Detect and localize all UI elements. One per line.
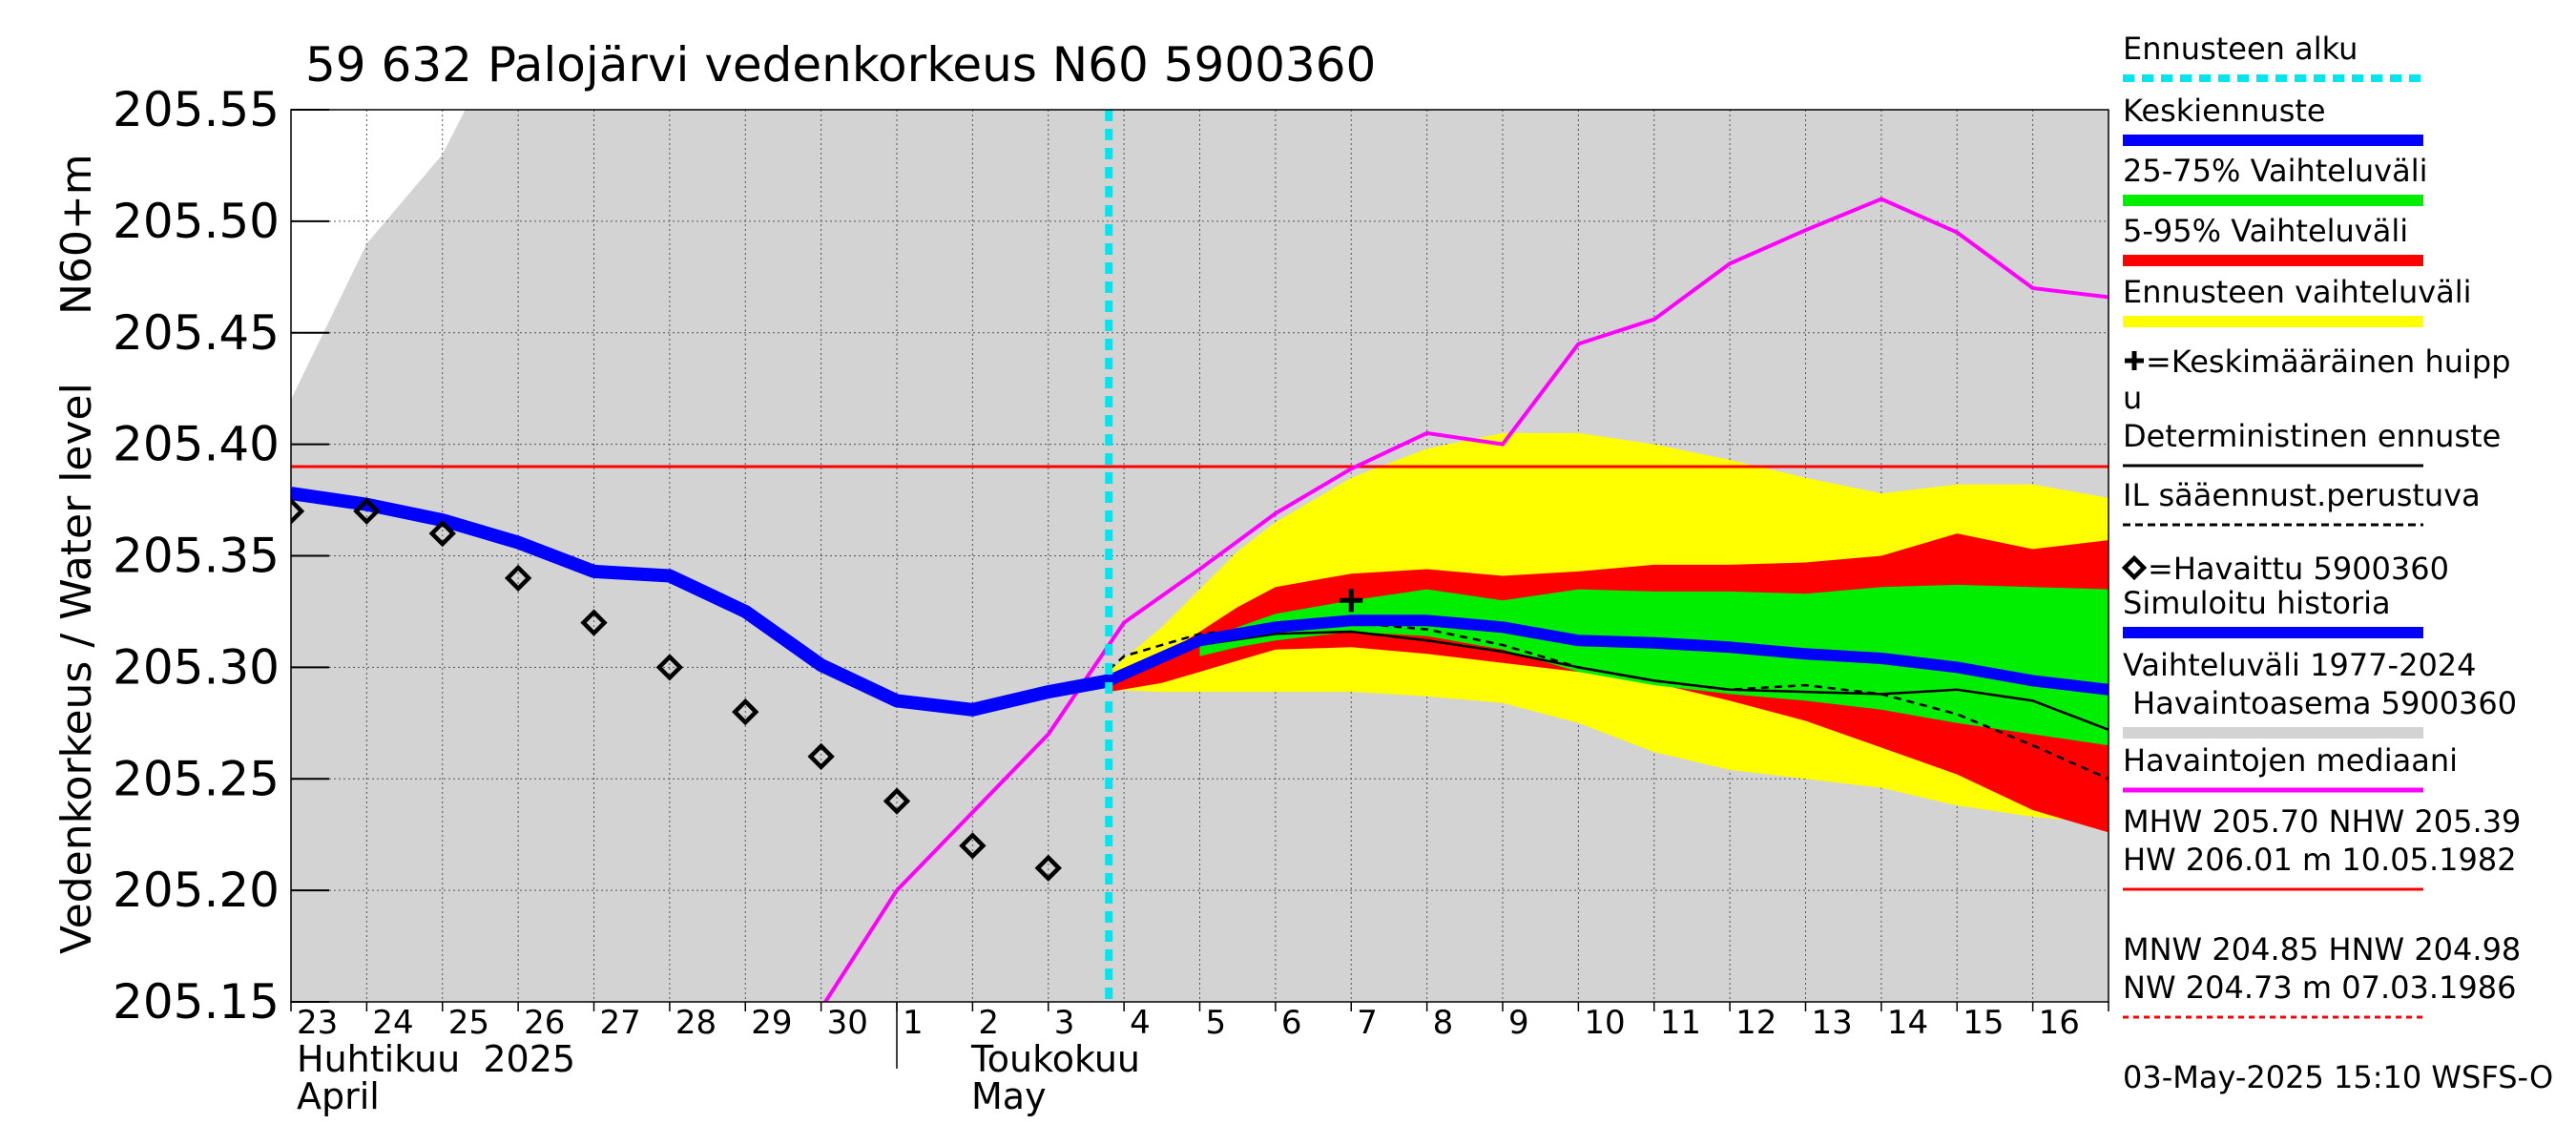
observed-point [732, 697, 759, 726]
x-tick-label: 9 [1508, 1004, 1529, 1042]
legend-label: HW 206.01 m 10.05.1982 [2123, 842, 2517, 878]
x-tick-label: 8 [1433, 1004, 1454, 1042]
x-tick-label: 26 [524, 1004, 565, 1042]
axes: 205.15 205.20 205.25 205.30 205.35 205.40 205.… [113, 82, 2109, 1117]
x-tick-label: 4 [1130, 1004, 1151, 1042]
x-tick-label: 16 [2039, 1004, 2080, 1042]
legend-label: =Havaittu 5900360 [2148, 551, 2449, 587]
legend-label: 25-75% Vaihteluväli [2123, 153, 2427, 189]
grid-lines [291, 110, 2109, 1002]
mean-peak-plus [1340, 589, 1363, 613]
y-tick-label: 205.20 [113, 863, 280, 918]
chart-title: 59 632 Palojärvi vedenkorkeus N60 590036… [305, 37, 1376, 93]
legend-label: Deterministinen ennuste [2123, 418, 2501, 454]
x-tick-label: 28 [675, 1004, 717, 1042]
observed-point [504, 564, 532, 593]
legend-item: Havaintojen mediaani [2123, 742, 2458, 793]
x-tick-label: 25 [448, 1004, 489, 1042]
x-tick-label: 7 [1357, 1004, 1378, 1042]
x-tick-label: 6 [1281, 1004, 1302, 1042]
observed-point [1034, 854, 1062, 882]
x-tick-label: 12 [1735, 1004, 1776, 1042]
deterministic-forecast-line [1108, 630, 2109, 731]
legend-label: Keskiennuste [2123, 93, 2326, 129]
month-label-en: May [971, 1075, 1047, 1117]
y-tick-label: 205.35 [113, 529, 280, 584]
legend: Ennusteen alku Keskiennuste 25-75% Vaihtel… [2121, 31, 2521, 1019]
legend-item: =Havaittu 5900360 [2121, 551, 2449, 587]
y-axis-unit-label: N60+m [52, 154, 101, 315]
x-tick-label: 2 [978, 1004, 999, 1042]
legend-item: Deterministinen ennuste [2123, 418, 2501, 468]
observed-point [291, 497, 305, 525]
legend-item: Ennusteen alku [2123, 31, 2423, 82]
x-tick-label: 23 [297, 1004, 338, 1042]
legend-label: IL sääennust.perustuva [2123, 477, 2481, 513]
y-tick-label: 205.15 [113, 974, 280, 1030]
observed-point [353, 497, 381, 525]
observed-point [807, 742, 835, 771]
legend-plus-icon [2125, 351, 2144, 370]
x-tick-label: 11 [1660, 1004, 1701, 1042]
x-tick-label: 15 [1963, 1004, 2004, 1042]
legend-item: Ennusteen vaihteluväli [2123, 274, 2472, 327]
legend-label: MNW 204.85 HNW 204.98 [2123, 931, 2521, 968]
legend-label: Havaintojen mediaani [2123, 742, 2458, 779]
x-tick-label: 5 [1206, 1004, 1227, 1042]
legend-label: NW 204.73 m 07.03.1986 [2123, 969, 2516, 1006]
legend-item: Vaihteluväli 1977-2024 Havaintoasema 590… [2123, 647, 2517, 739]
legend-item: Keskiennuste [2123, 93, 2423, 146]
observed-point [959, 832, 987, 860]
legend-label: Vaihteluväli 1977-2024 [2123, 647, 2477, 683]
legend-label: MHW 205.70 NHW 205.39 [2123, 803, 2521, 840]
legend-label: =Keskimääräinen huipp [2146, 344, 2511, 380]
observed-markers [291, 497, 1062, 882]
y-axis-label: Vedenkorkeus / Water level [52, 383, 101, 954]
month-label-en: April [297, 1075, 380, 1117]
month-label-fi: Huhtikuu 2025 [297, 1038, 575, 1080]
legend-label-line2: Havaintoasema 5900360 [2123, 685, 2517, 721]
simulated-history-line [291, 487, 1111, 717]
y-tick-label: 205.45 [113, 305, 280, 361]
legend-label: Simuloitu historia [2123, 585, 2391, 621]
legend-item: Simuloitu historia [2123, 585, 2423, 638]
legend-label-line2: u [2123, 380, 2142, 416]
x-tick-label: 24 [372, 1004, 413, 1042]
y-tick-label: 205.30 [113, 639, 280, 695]
x-tick-label: 27 [600, 1004, 641, 1042]
y-tick-label: 205.40 [113, 417, 280, 472]
legend-label: Ennusteen alku [2123, 31, 2358, 67]
observed-point [428, 519, 456, 548]
x-tick-label: 13 [1812, 1004, 1853, 1042]
legend-item: 25-75% Vaihteluväli [2123, 153, 2427, 206]
observed-point [883, 787, 911, 815]
y-tick-label: 205.25 [113, 751, 280, 806]
plot-area: 205.15 205.20 205.25 205.30 205.35 205.40 205.… [113, 82, 2109, 1117]
x-tick-label: 3 [1054, 1004, 1075, 1042]
observed-point [655, 654, 684, 681]
footer-timestamp: 03-May-2025 15:10 WSFS-O [2123, 1059, 2553, 1095]
legend-item: IL sääennust.perustuva [2123, 477, 2481, 527]
month-label-fi: Toukokuu [970, 1038, 1140, 1080]
mean-forecast-line [1106, 614, 2109, 696]
observed-median-line [822, 197, 2109, 1002]
x-tick-label: 30 [827, 1004, 868, 1042]
mean-peak-marker [1340, 589, 1363, 613]
legend-item: 5-95% Vaihteluväli [2123, 213, 2423, 266]
x-tick-label: 14 [1887, 1004, 1928, 1042]
legend-label: Ennusteen vaihteluväli [2123, 274, 2472, 310]
legend-diamond-icon [2121, 554, 2148, 581]
y-tick-label: 205.55 [113, 82, 280, 137]
y-tick-label: 205.50 [113, 194, 280, 249]
observed-point [580, 609, 608, 636]
x-tick-label: 10 [1584, 1004, 1625, 1042]
x-tick-label: 1 [903, 1004, 924, 1042]
legend-label: 5-95% Vaihteluväli [2123, 213, 2408, 249]
x-tick-label: 29 [751, 1004, 792, 1042]
